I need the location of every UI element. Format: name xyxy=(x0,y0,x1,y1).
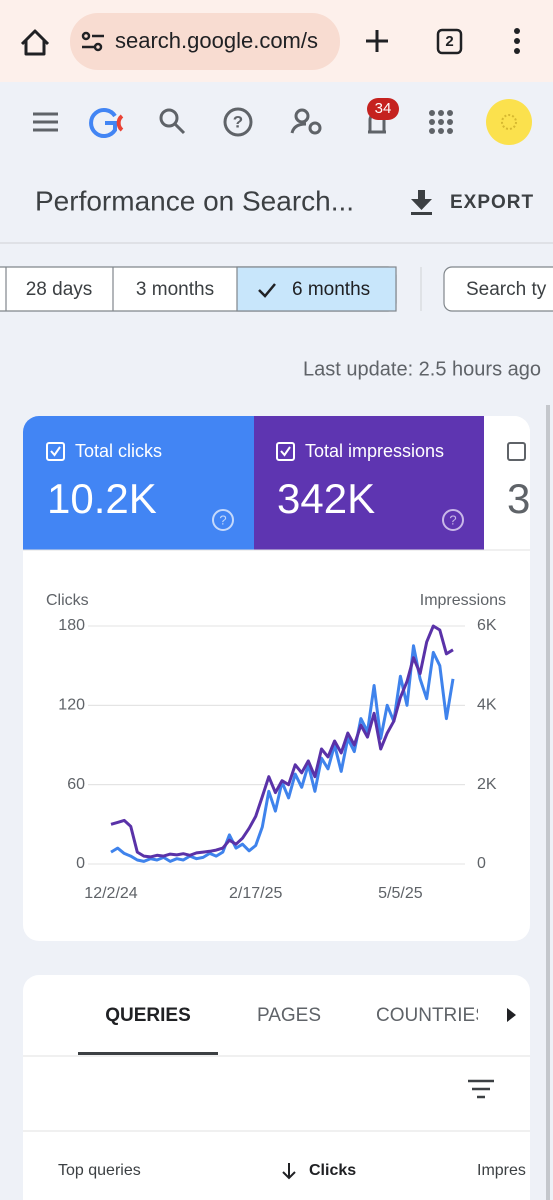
tab[interactable]: COUNTRIES xyxy=(376,1005,488,1026)
y-tick-label: 0 xyxy=(76,855,85,872)
page-title: Performance on Search... xyxy=(35,185,354,216)
tab-count: 2 xyxy=(445,33,453,50)
selected-chip-bg xyxy=(236,266,397,312)
table-card xyxy=(23,975,530,1200)
info-icon[interactable]: ? xyxy=(212,509,234,531)
google-logo xyxy=(89,108,124,138)
apps-button[interactable] xyxy=(429,110,453,134)
checkbox[interactable] xyxy=(276,442,295,461)
search-type-chip[interactable] xyxy=(443,266,553,312)
scrollbar xyxy=(546,405,550,1200)
y-tick-label: 180 xyxy=(58,617,85,634)
tab[interactable]: PAGES xyxy=(257,1005,321,1026)
browser-menu[interactable] xyxy=(514,28,520,54)
y2-tick-label: 4K xyxy=(477,697,497,714)
sort-icon xyxy=(282,1163,296,1180)
svg-text:?: ? xyxy=(233,112,243,131)
axis-title: Impressions xyxy=(420,592,506,609)
tab-indicator xyxy=(78,1052,218,1055)
site-info-icon[interactable] xyxy=(81,31,104,52)
metric-tile[interactable] xyxy=(484,416,530,550)
svg-text:?: ? xyxy=(219,512,226,527)
checkbox[interactable] xyxy=(46,442,65,461)
axis-title: Clicks xyxy=(46,592,89,609)
filter-chip-selected[interactable]: 6 months xyxy=(292,279,370,300)
metric-label: Total clicks xyxy=(75,441,162,461)
help-button[interactable]: ? xyxy=(223,107,253,137)
url-text: search.google.com/s xyxy=(115,28,318,53)
export-icon[interactable] xyxy=(411,190,432,215)
filter-chip[interactable]: 28 days xyxy=(26,279,93,300)
metric-value: 10.2K xyxy=(47,475,157,522)
info-icon[interactable]: ? xyxy=(442,509,464,531)
column-header[interactable]: Impres xyxy=(477,1162,526,1179)
tab-selected[interactable]: QUERIES xyxy=(105,1005,191,1026)
y-tick-label: 60 xyxy=(67,776,85,793)
home-button[interactable] xyxy=(20,29,50,56)
y2-tick-label: 6K xyxy=(477,617,497,634)
notifications-button[interactable] xyxy=(367,98,399,134)
filter-button[interactable] xyxy=(468,1079,494,1099)
column-header[interactable]: Clicks xyxy=(309,1162,356,1179)
account-settings-button[interactable] xyxy=(290,108,322,135)
metric-value: 3 xyxy=(507,475,530,522)
tab-switcher[interactable] xyxy=(436,28,463,55)
y-tick-label: 120 xyxy=(58,697,85,714)
filter-chip[interactable]: 3 months xyxy=(136,279,214,300)
notification-badge: 34 xyxy=(375,100,392,117)
url-bar[interactable] xyxy=(70,13,340,70)
metric-value: 342K xyxy=(277,475,375,522)
check-icon xyxy=(258,283,276,298)
x-tick-label: 12/2/24 xyxy=(84,885,137,902)
svg-text:?: ? xyxy=(449,512,456,527)
performance-chart: 0 60 120 180 0 2K 4K 6K Clicks Impressions 12/2/24… xyxy=(46,592,506,902)
last-update: Last update: 2.5 hours ago xyxy=(303,358,541,380)
series-line xyxy=(110,624,454,859)
x-tick-label: 2/17/25 xyxy=(229,885,282,902)
hamburger-menu[interactable] xyxy=(33,112,58,132)
y2-tick-label: 0 xyxy=(477,855,486,872)
search-button[interactable] xyxy=(159,108,186,135)
x-tick-label: 5/5/25 xyxy=(378,885,423,902)
filter-chip: Search ty xyxy=(466,279,547,300)
tab-scroll-arrow[interactable] xyxy=(507,1008,516,1022)
y2-tick-label: 2K xyxy=(477,776,497,793)
checkbox[interactable] xyxy=(507,442,526,461)
new-tab-button[interactable] xyxy=(366,30,388,52)
column-header[interactable]: Top queries xyxy=(58,1162,141,1179)
avatar[interactable] xyxy=(486,99,532,145)
export-button[interactable]: EXPORT xyxy=(450,192,534,213)
metric-label: Total impressions xyxy=(305,441,444,461)
